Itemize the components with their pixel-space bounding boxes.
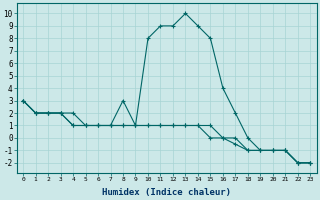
X-axis label: Humidex (Indice chaleur): Humidex (Indice chaleur)	[102, 188, 231, 197]
